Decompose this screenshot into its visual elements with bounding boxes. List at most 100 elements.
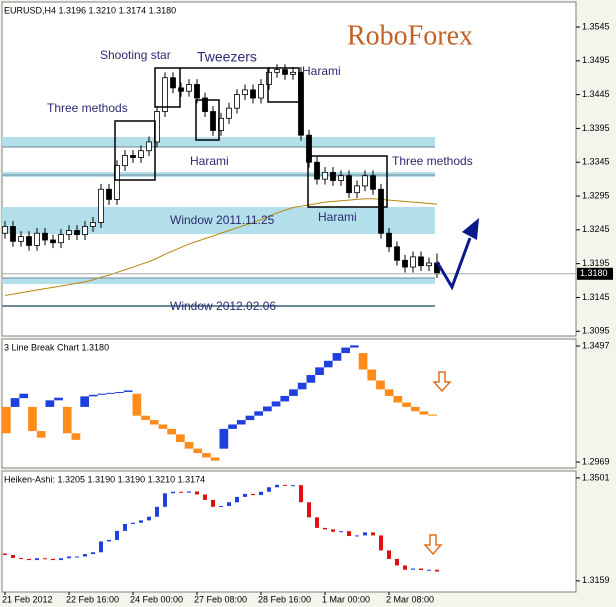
ha-candle [27,558,31,561]
candle-body [322,171,328,180]
panel-title: Heiken-Ashi: 1.3205 1.3190 1.3190 1.3210… [4,474,205,484]
brick [210,457,220,461]
candle-body [18,236,24,242]
panels [1,1,580,595]
x-tick-label: 2 Mar 08:00 [386,594,434,604]
ha-candle [147,516,151,521]
ha-candle [91,552,95,555]
x-tick-label: 22 Feb 16:00 [66,594,119,604]
ha-candle [347,531,351,537]
panel [1,338,577,469]
brick [54,397,63,401]
brand: RoboForex [347,20,473,51]
ha-candle [99,541,103,553]
down-arrow [432,371,452,393]
x-tick-label: 28 Feb 16:00 [258,594,311,604]
candle-body [378,188,384,234]
y-tick-label: 1.3195 [582,258,610,268]
last-price-label: 1.3180 [580,268,608,278]
candle-body [210,111,216,131]
annotation: Three methods [392,154,473,168]
candle-body [114,165,120,200]
brick [80,396,89,407]
candle-body [170,77,176,89]
y-tick-label: 1.3145 [582,292,610,302]
ha-candle [275,484,279,488]
forecast-arrow [435,237,472,291]
candle-body [386,232,392,248]
brick [184,442,194,449]
x-tick-label: 27 Feb 08:00 [194,594,247,604]
brick [123,390,133,392]
pattern-box [267,67,300,103]
x-tick-label: 24 Feb 00:00 [130,594,183,604]
last-price-box [577,267,613,280]
annotation: Window 2012.02.06 [170,299,276,313]
y-tick-label: 1.3395 [582,123,610,133]
annotation: Shooting star [100,48,171,62]
ha-candle [379,535,383,551]
ha-candle [387,550,391,559]
brick [271,401,281,407]
ha-candle [323,527,327,530]
ha-candle [155,506,159,517]
annotation: Harami [318,210,357,224]
candle-body [26,236,32,246]
candle-body [130,155,136,158]
ha-candle [75,556,79,558]
candle-body [306,134,312,163]
candle-body [338,175,344,181]
ha-candle [283,484,287,486]
y-tick-label: 1.3159 [582,575,610,585]
brick [402,402,411,407]
ha-candle [19,557,23,559]
y-tick-label: 1.3501 [582,472,610,482]
zone [2,278,435,284]
ha-candle [203,494,207,500]
candle-body [362,175,368,187]
ha-candle [259,491,263,496]
brick [176,434,185,443]
annotation: Window 2011.11.25 [170,213,275,227]
candle-body [242,89,248,96]
candle-body [122,155,128,167]
brick [358,353,368,370]
ha-candle [235,496,239,503]
candle-body [354,185,360,194]
ha-candle [107,539,111,542]
brick [71,433,81,440]
pattern-boxes [114,67,388,208]
y-tick-label: 1.2969 [582,456,610,466]
ha-candle [179,491,183,493]
x-tick-label: 21 Feb 2012 [2,594,53,604]
brick [332,353,342,361]
ha-candle [355,535,359,537]
ha-candle [251,493,255,496]
brick [367,369,377,381]
brick [228,424,237,429]
ha-candle [171,491,175,494]
brick [106,392,116,394]
moving-average [4,198,438,296]
candle-body [226,107,232,119]
brick [341,347,350,354]
pattern-box [154,67,181,108]
candle-body [258,84,264,99]
brick [132,393,142,416]
candle-body [410,256,416,268]
candle-body [106,188,112,200]
candle-body [370,175,376,190]
panel-title: EURUSD,H4 1.3196 1.3210 1.3174 1.3180 [4,5,176,15]
brick [428,414,437,416]
candle-body [314,161,320,180]
candle-body [202,97,208,112]
zone [2,137,435,147]
candle-body [98,188,104,223]
ha-candle [435,569,439,572]
brick [62,406,72,434]
ha-candle [331,529,335,532]
data: EURUSD,H4 1.3196 1.3210 1.3174 1.3180 1.3… [2,5,613,604]
candle-body [394,246,400,261]
